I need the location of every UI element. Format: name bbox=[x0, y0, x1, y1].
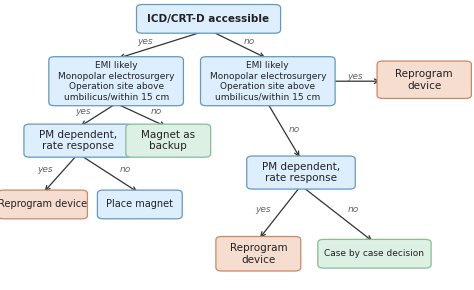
Text: no: no bbox=[243, 37, 255, 46]
FancyBboxPatch shape bbox=[0, 190, 87, 219]
Text: PM dependent,
rate response: PM dependent, rate response bbox=[39, 130, 117, 151]
FancyBboxPatch shape bbox=[377, 61, 471, 99]
Text: no: no bbox=[120, 165, 131, 174]
Text: Place magnet: Place magnet bbox=[106, 200, 173, 209]
FancyBboxPatch shape bbox=[246, 156, 355, 189]
Text: EMI likely
Monopolar electrosurgery
Operation site above
umbilicus/within 15 cm: EMI likely Monopolar electrosurgery Oper… bbox=[58, 61, 174, 101]
FancyBboxPatch shape bbox=[24, 124, 132, 157]
FancyBboxPatch shape bbox=[126, 124, 210, 157]
Text: yes: yes bbox=[75, 107, 91, 116]
Text: no: no bbox=[288, 124, 300, 134]
Text: yes: yes bbox=[347, 72, 362, 81]
FancyBboxPatch shape bbox=[97, 190, 182, 219]
Text: Magnet as
backup: Magnet as backup bbox=[141, 130, 195, 151]
Text: ICD/CRT-D accessible: ICD/CRT-D accessible bbox=[147, 14, 270, 24]
Text: yes: yes bbox=[255, 205, 271, 214]
Text: EMI likely
Monopolar electrosurgery
Operation site above
umbilicus/within 15 cm: EMI likely Monopolar electrosurgery Oper… bbox=[210, 61, 326, 101]
Text: Reprogram
device: Reprogram device bbox=[229, 243, 287, 264]
Text: yes: yes bbox=[37, 165, 53, 174]
FancyBboxPatch shape bbox=[216, 237, 301, 271]
Text: Reprogram
device: Reprogram device bbox=[395, 69, 453, 90]
Text: PM dependent,
rate response: PM dependent, rate response bbox=[262, 162, 340, 183]
FancyBboxPatch shape bbox=[137, 5, 281, 33]
Text: yes: yes bbox=[137, 37, 152, 46]
Text: Case by case decision: Case by case decision bbox=[325, 249, 424, 258]
FancyBboxPatch shape bbox=[318, 240, 431, 268]
Text: no: no bbox=[347, 205, 359, 214]
Text: Reprogram device: Reprogram device bbox=[0, 200, 87, 209]
FancyBboxPatch shape bbox=[201, 57, 335, 106]
FancyBboxPatch shape bbox=[49, 57, 183, 106]
Text: no: no bbox=[151, 107, 162, 116]
